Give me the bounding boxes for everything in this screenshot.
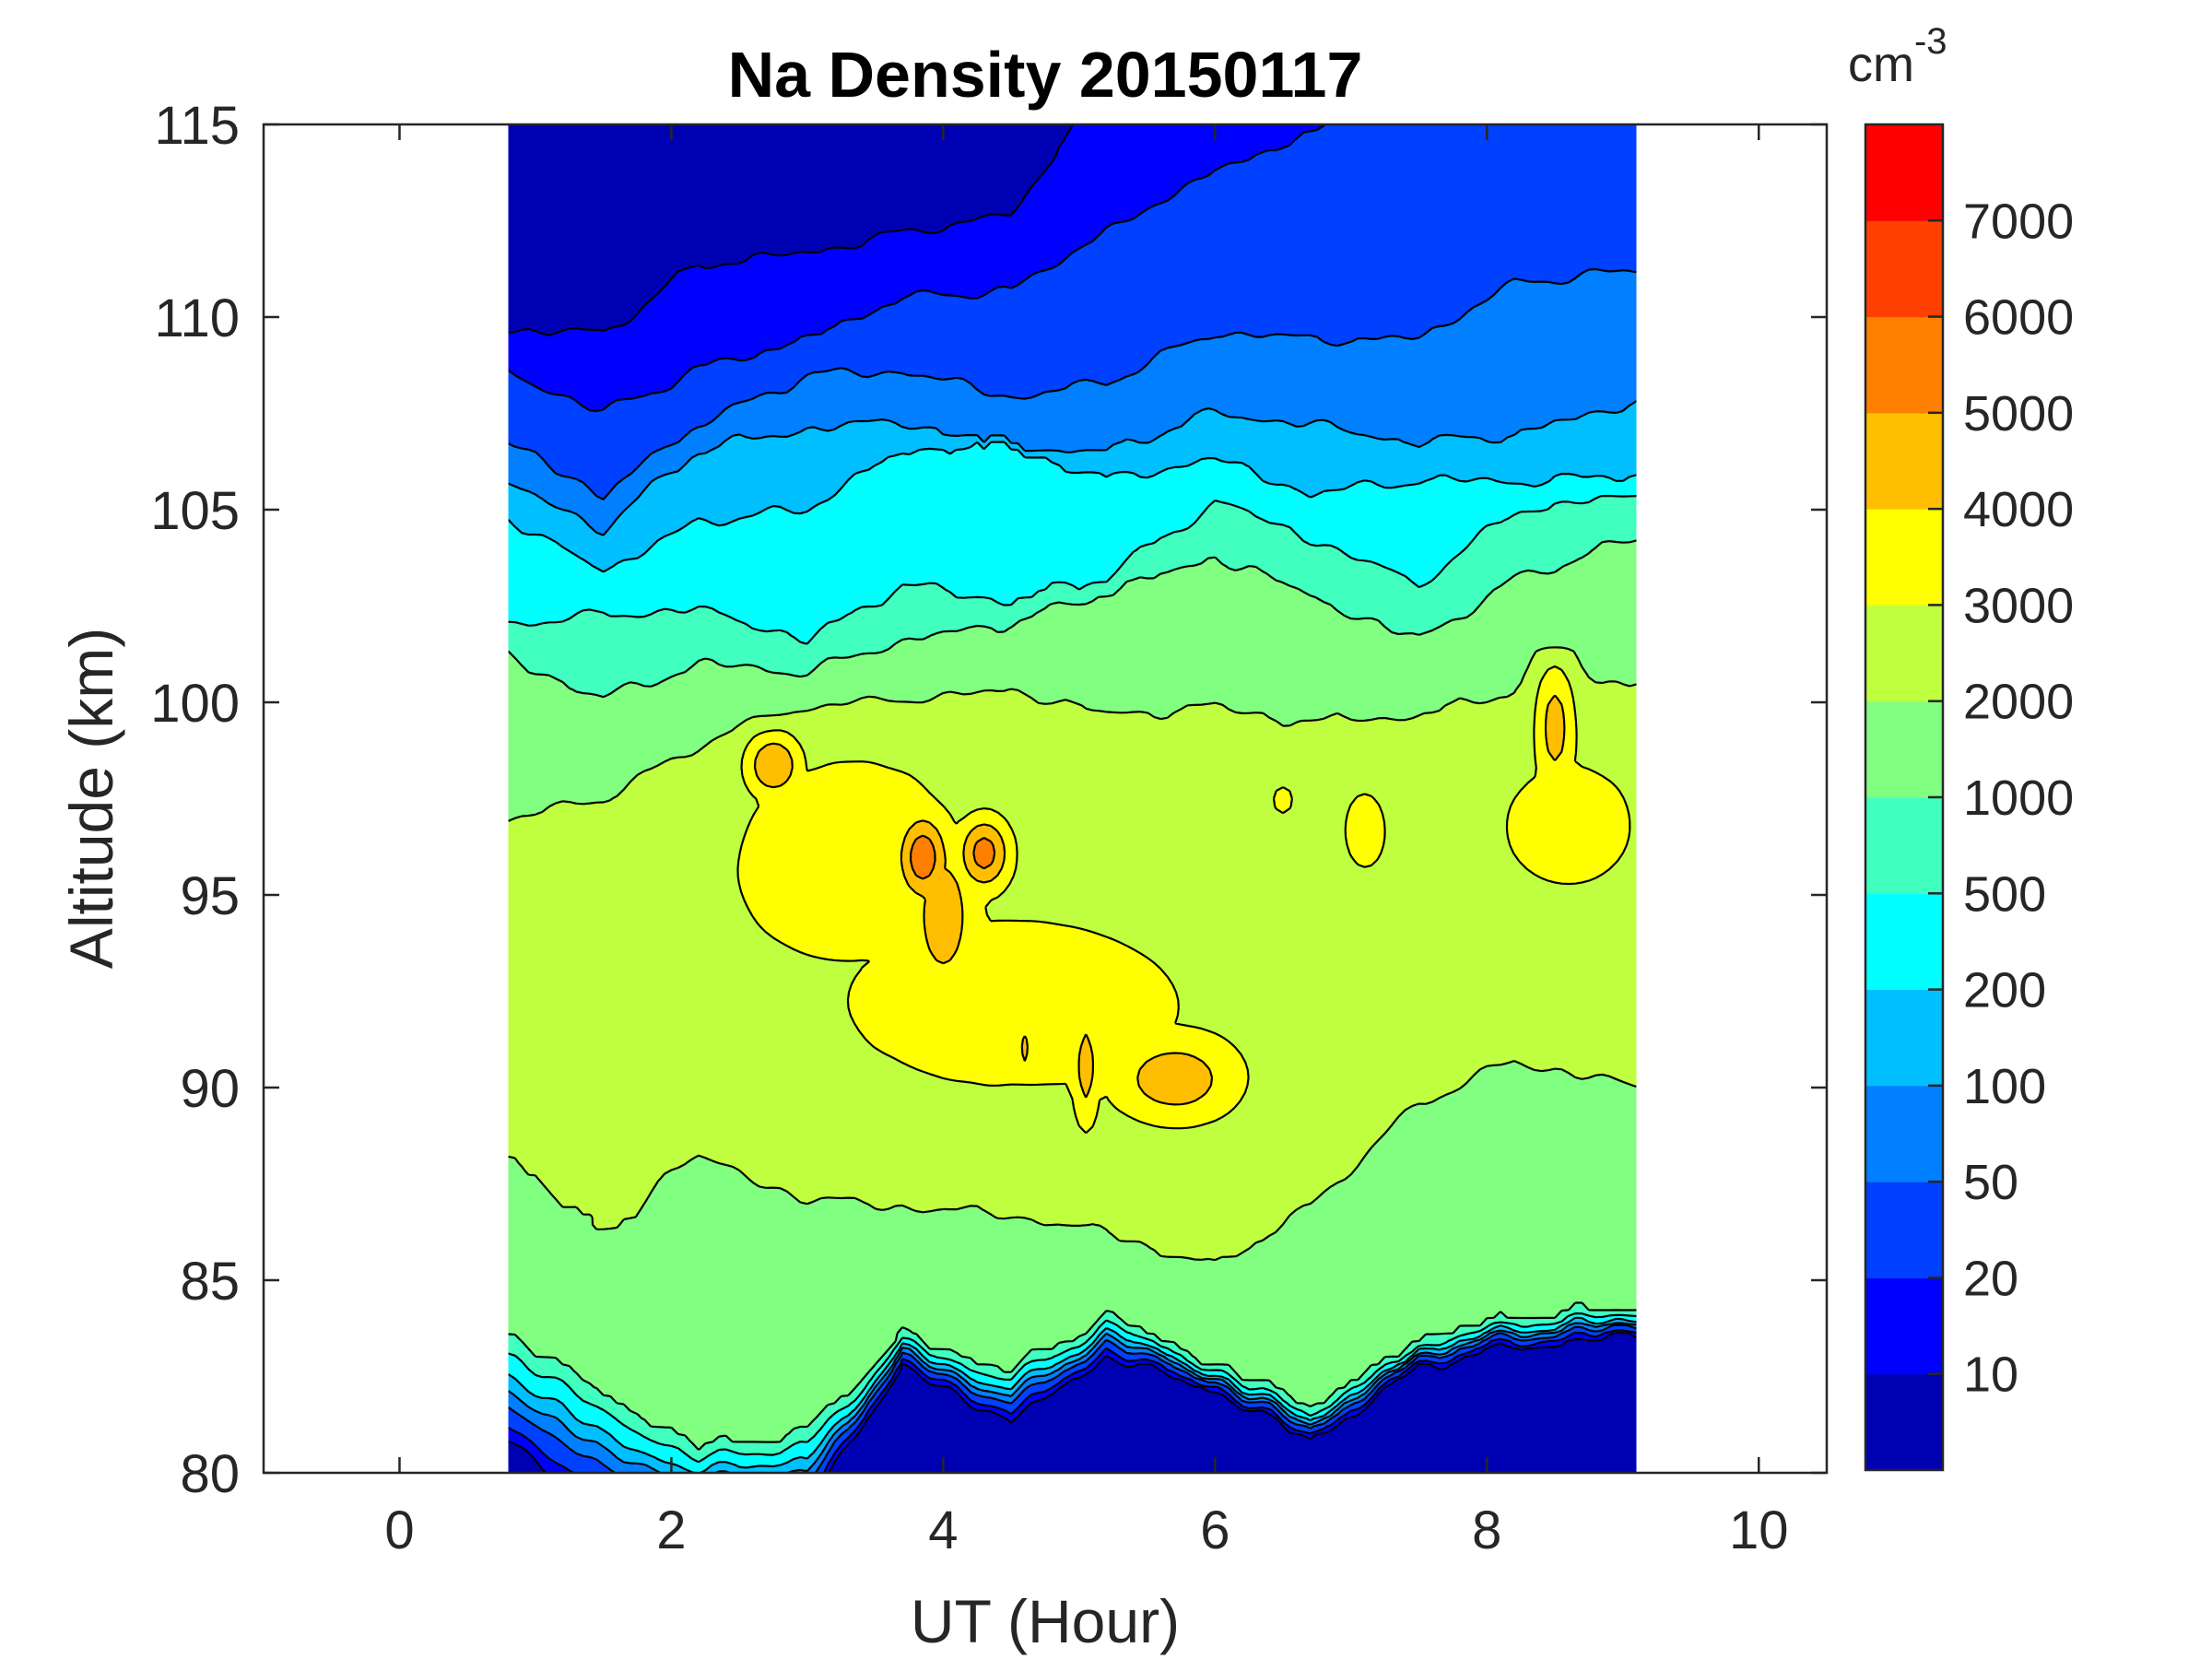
colorbar-tick-label: 7000 [1963, 194, 2074, 249]
chart-title: Na Density 20150117 [728, 39, 1363, 111]
colorbar-tick-label: 10 [1963, 1347, 2018, 1403]
plot-area [264, 117, 1827, 1481]
y-tick-label: 100 [150, 674, 240, 734]
y-tick-label: 95 [180, 866, 240, 926]
colorbar-unit-base: cm [1848, 37, 1914, 92]
colorbar-band-6 [1865, 797, 1943, 894]
colorbar-tick-label: 100 [1963, 1059, 2046, 1114]
colorbar-band-12 [1865, 220, 1943, 317]
colorbar-tick-label: 6000 [1963, 290, 2074, 346]
y-tick-label: 85 [180, 1252, 240, 1312]
colorbar-tick-label: 500 [1963, 866, 2046, 922]
colorbar-tick-label: 20 [1963, 1251, 2018, 1306]
x-tick-labels: 0 2 4 6 8 10 [384, 1500, 1788, 1560]
colorbar-band-2 [1865, 1182, 1943, 1278]
colorbar-band-10 [1865, 413, 1943, 510]
colorbar-band-1 [1865, 1277, 1943, 1374]
colorbar-band-7 [1865, 701, 1943, 798]
colorbar-tick-label: 50 [1963, 1155, 2018, 1210]
colorbar-tick-label: 5000 [1963, 386, 2074, 441]
contour-fills [508, 117, 1636, 1481]
colorbar: 10 20 50 100 200 500 1000 2000 3000 4000 5000 6000 7… [1848, 21, 2074, 1471]
colorbar-band-13 [1865, 124, 1943, 221]
colorbar-band-9 [1865, 509, 1943, 606]
colorbar-tick-label: 200 [1963, 963, 2046, 1018]
y-tick-labels: 80 85 90 95 100 105 110 115 [150, 96, 240, 1504]
colorbar-tick-label: 1000 [1963, 771, 2074, 826]
x-tick-label: 4 [928, 1500, 958, 1560]
colorbar-tick-label: 4000 [1963, 482, 2074, 537]
colorbar-band-11 [1865, 317, 1943, 414]
colorbar-unit: cm-3 [1848, 21, 1947, 92]
y-tick-label: 110 [155, 288, 240, 348]
x-tick-label: 10 [1729, 1500, 1789, 1560]
y-tick-label: 115 [155, 96, 240, 156]
y-tick-label: 90 [180, 1059, 240, 1119]
colorbar-unit-exponent: -3 [1914, 21, 1947, 62]
x-tick-label: 6 [1200, 1500, 1230, 1560]
colorbar-tick-label: 2000 [1963, 675, 2074, 730]
colorbar-tick-labels: 10 20 50 100 200 500 1000 2000 3000 4000 5000 6000 7… [1963, 194, 2074, 1402]
y-tick-label: 80 [180, 1444, 240, 1504]
y-axis-label: Altitude (km) [57, 628, 125, 969]
x-axis-label: UT (Hour) [911, 1587, 1180, 1655]
colorbar-tick-label: 3000 [1963, 578, 2074, 633]
colorbar-band-8 [1865, 605, 1943, 701]
colorbar-band-4 [1865, 990, 1943, 1087]
x-tick-label: 8 [1472, 1500, 1501, 1560]
y-tick-label: 105 [150, 481, 240, 541]
colorbar-band-0 [1865, 1374, 1943, 1471]
x-tick-label: 2 [656, 1500, 686, 1560]
x-tick-label: 0 [384, 1500, 414, 1560]
colorbar-band-3 [1865, 1086, 1943, 1182]
colorbar-band-5 [1865, 893, 1943, 990]
